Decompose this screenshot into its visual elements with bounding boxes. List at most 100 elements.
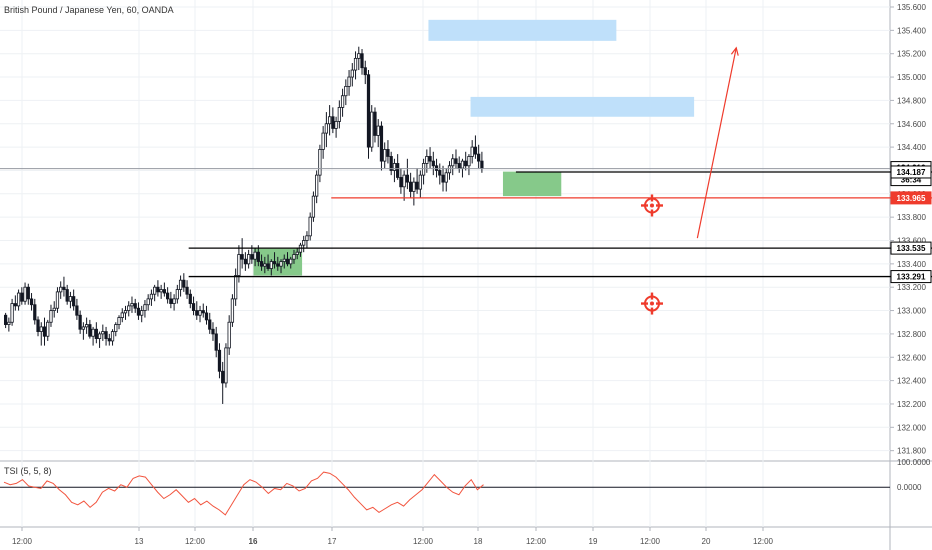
y-tick-label: 132.000 [897, 423, 926, 432]
candle-body [405, 174, 410, 183]
candle [97, 331, 102, 348]
candle-body [65, 289, 69, 302]
target-zone[interactable] [470, 96, 695, 117]
candle-body [191, 303, 196, 311]
y-tick-label: 131.800 [897, 447, 926, 456]
candle-body [366, 74, 371, 148]
candle [123, 305, 128, 320]
y-tick-label: 133.800 [897, 213, 926, 222]
candle-body [107, 338, 111, 342]
candle [55, 287, 60, 313]
candle [438, 163, 442, 185]
candle-body [269, 261, 273, 269]
candle [315, 170, 319, 204]
candle [392, 158, 397, 183]
time-axis[interactable]: 12:00 13 12:00 16 17 12:00 18 12:00 19 12:00 20 12:… [12, 527, 774, 546]
candle-body [353, 57, 358, 71]
chart-markers[interactable] [641, 46, 739, 315]
candle [418, 170, 422, 199]
y-tick-label: 135.200 [897, 50, 926, 59]
candle [146, 294, 150, 311]
price-badge-level: 133.535 [890, 241, 932, 255]
candle-body [392, 163, 397, 171]
candle [366, 70, 371, 159]
candle [389, 151, 393, 176]
y-tick-label: 134.800 [897, 96, 926, 105]
candle-body [263, 263, 267, 267]
y-tick-label: 135.400 [897, 26, 926, 35]
candle [224, 343, 228, 388]
candle [110, 329, 115, 346]
candle [421, 158, 426, 185]
x-tick-label: 19 [589, 537, 598, 546]
candle-body [26, 286, 30, 300]
candle [266, 254, 270, 271]
candle-body [292, 254, 296, 260]
candle [337, 100, 341, 129]
horizontal-levels[interactable] [0, 168, 932, 278]
candle [370, 105, 374, 152]
candle [75, 298, 79, 320]
candle [272, 252, 277, 269]
crosshair-target-icon[interactable] [641, 194, 663, 217]
candle [16, 289, 21, 311]
tsi-tick-label: 0.0000 [897, 483, 922, 492]
target-zone[interactable] [428, 19, 617, 41]
candle [20, 287, 24, 305]
candle-body [266, 263, 270, 269]
candle-body [444, 172, 448, 183]
candle-body [4, 314, 8, 325]
candle-body [52, 307, 56, 311]
candle [451, 154, 455, 176]
candle-body [480, 160, 484, 169]
candle-body [363, 67, 367, 76]
candle [162, 282, 167, 297]
candle [467, 154, 471, 176]
candle-body [279, 261, 283, 267]
candle-body [253, 251, 257, 260]
candle [431, 151, 435, 176]
candle-body [386, 149, 390, 157]
candle [39, 322, 43, 346]
candle-body [29, 298, 34, 306]
candle-body [240, 254, 244, 260]
price-axis[interactable]: 131.800 132.000 132.200 132.400 132.600 132.8… [890, 3, 926, 456]
candle-body [136, 307, 141, 316]
y-tick-label: 133.000 [897, 307, 926, 316]
y-tick-label: 135.600 [897, 3, 926, 12]
x-tick-label: 12:00 [185, 537, 206, 546]
candle [227, 315, 231, 355]
candle-body [185, 286, 189, 295]
candle-body [62, 286, 66, 290]
candle [156, 280, 160, 297]
candle-body [295, 251, 299, 255]
candle-body [376, 125, 380, 136]
candle-body [10, 303, 14, 323]
candle [331, 107, 335, 134]
candle [120, 308, 124, 323]
candle-body [36, 319, 40, 332]
candle [114, 322, 118, 337]
candle [396, 154, 400, 180]
candle [454, 149, 458, 169]
candle-body [130, 303, 134, 307]
candle-body [110, 331, 115, 342]
x-tick-label: 20 [702, 537, 711, 546]
candle-body [175, 289, 179, 300]
projection-arrow[interactable] [696, 46, 739, 239]
crosshair-target-icon[interactable] [641, 292, 663, 315]
candle-body [214, 333, 218, 351]
demand-zone[interactable] [502, 171, 562, 197]
candle-body [327, 116, 332, 125]
candle-body [140, 310, 144, 316]
target-dot [650, 301, 654, 306]
candle [62, 276, 66, 297]
candle-body [182, 279, 186, 288]
tsi-series-line [3, 471, 484, 516]
candle-body [208, 319, 212, 330]
x-tick-label: 12:00 [753, 537, 774, 546]
candle [130, 296, 134, 313]
candle-body [156, 286, 160, 293]
